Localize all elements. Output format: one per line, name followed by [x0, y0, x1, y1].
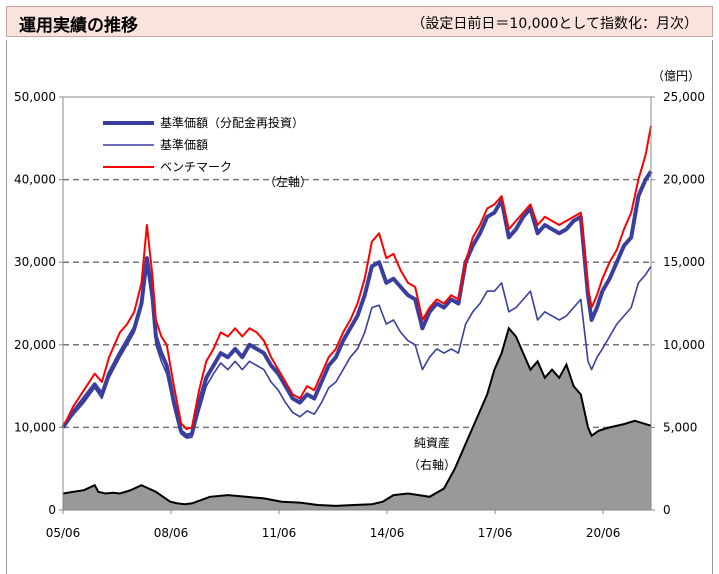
net-assets-area	[63, 328, 651, 510]
y-left-tick-label: 0	[48, 503, 56, 517]
x-tick-label: 14/06	[370, 526, 405, 540]
net-assets-label: 純資産	[414, 435, 450, 450]
y-right-tick-label: 10,000	[663, 338, 705, 352]
right-axis-unit: （億円）	[652, 69, 700, 83]
nav-reinvested-line	[61, 170, 653, 438]
y-left-tick-label: 30,000	[14, 255, 56, 269]
chart-frame	[6, 40, 713, 574]
benchmark-line	[62, 125, 652, 431]
x-tick-label: 20/06	[586, 526, 621, 540]
legend-nav-label: 基準価額	[160, 137, 208, 152]
legend-nav-reinvested-label: 基準価額（分配金再投資）	[160, 115, 304, 130]
net-assets-axis-note: （右軸）	[408, 457, 456, 472]
x-tick-label: 11/06	[262, 526, 297, 540]
x-tick-label: 17/06	[478, 526, 513, 540]
y-right-tick-label: 25,000	[663, 90, 705, 104]
page-title: 運用実績の推移	[19, 16, 138, 36]
y-left-tick-label: 40,000	[14, 173, 56, 187]
y-left-tick-label: 20,000	[14, 338, 56, 352]
y-right-tick-label: 0	[663, 503, 671, 517]
x-tick-label: 08/06	[154, 526, 189, 540]
net-assets-outline	[62, 326, 652, 507]
y-right-tick-label: 20,000	[663, 173, 705, 187]
nav-line	[62, 265, 652, 439]
left-axis-note: （左軸）	[264, 174, 312, 189]
y-left-tick-label: 50,000	[14, 90, 56, 104]
y-right-tick-label: 15,000	[663, 255, 705, 269]
legend-benchmark-label: ベンチマーク	[160, 160, 232, 174]
header-bar: 運用実績の推移 （設定日前日＝10,000として指数化：月次）	[6, 6, 713, 37]
y-left-tick-label: 10,000	[14, 420, 56, 434]
x-tick-label: 05/06	[46, 526, 81, 540]
y-right-tick-label: 5,000	[663, 420, 697, 434]
page-subtitle: （設定日前日＝10,000として指数化：月次）	[411, 16, 698, 32]
plot-border	[62, 96, 652, 511]
